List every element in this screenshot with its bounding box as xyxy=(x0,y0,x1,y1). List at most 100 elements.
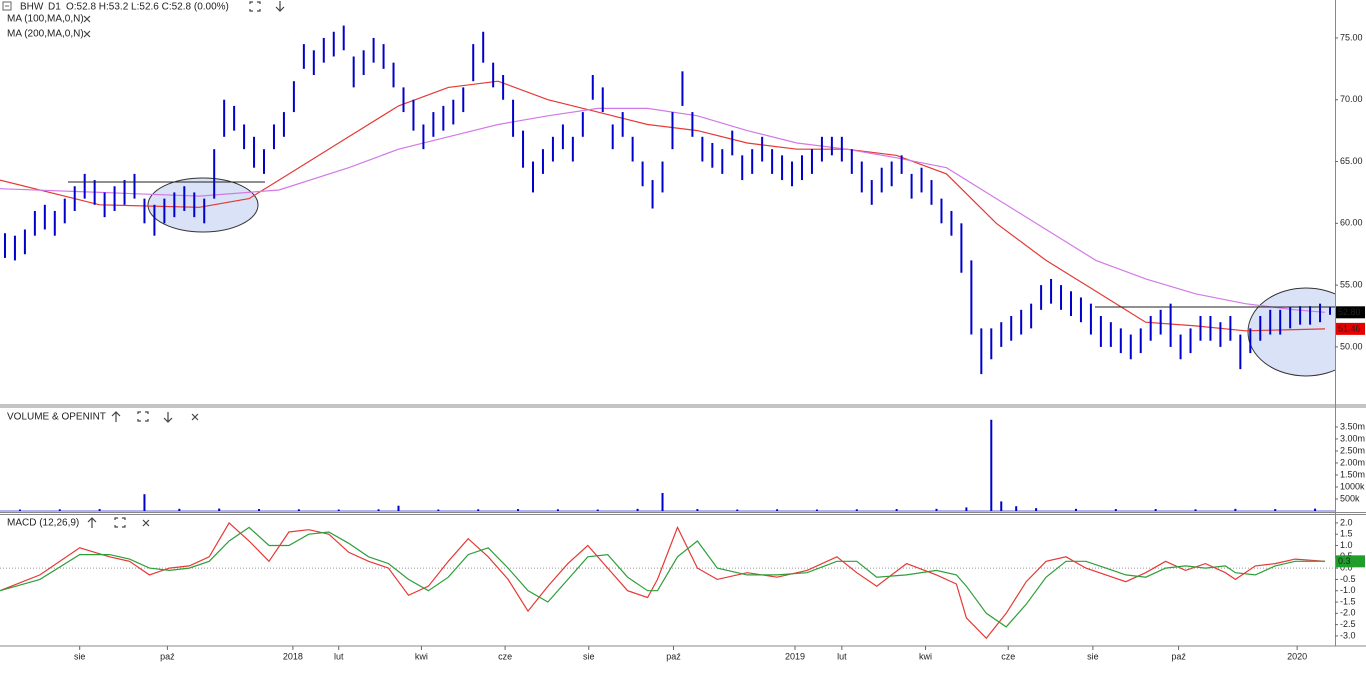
volume-bar xyxy=(1154,509,1157,511)
y-tick-label: 65.00 xyxy=(1340,156,1363,166)
highlight-ellipse xyxy=(147,177,259,233)
y-tick-label: -2.5 xyxy=(1340,619,1356,629)
volume-bar xyxy=(596,509,599,511)
y-tick-label: 60.00 xyxy=(1340,218,1363,228)
x-tick-label: lut xyxy=(837,651,847,661)
y-tick-label: 1.5 xyxy=(1340,529,1353,539)
volume-bar xyxy=(1015,506,1018,511)
close-icon[interactable] xyxy=(142,519,150,527)
down-icon[interactable] xyxy=(275,1,285,12)
x-tick-label: kwi xyxy=(415,651,428,661)
volume-bar xyxy=(556,509,559,511)
macd-line xyxy=(0,526,1325,628)
volume-bar xyxy=(965,507,968,511)
volume-bar xyxy=(58,509,61,511)
y-tick-label: 1000k xyxy=(1340,481,1365,491)
x-tick-label: paź xyxy=(666,651,681,661)
maximize-icon[interactable] xyxy=(137,411,149,422)
volume-bar xyxy=(517,509,520,511)
maximize-icon[interactable] xyxy=(249,1,261,12)
volume-bar xyxy=(397,505,400,511)
volume-bar xyxy=(1314,508,1317,511)
y-tick-label: -1.5 xyxy=(1340,596,1356,606)
x-tick-label: 2020 xyxy=(1287,651,1307,661)
volume-bar xyxy=(437,509,440,511)
x-tick-label: cze xyxy=(1001,651,1015,661)
down-icon[interactable] xyxy=(163,412,173,423)
timeframe: D1 xyxy=(48,2,61,13)
volume-bar xyxy=(1194,509,1197,511)
y-tick-label: 2.0 xyxy=(1340,517,1353,527)
volume-bar xyxy=(477,509,480,511)
x-tick-label: sie xyxy=(74,651,86,661)
volume-bar xyxy=(1114,509,1117,511)
volume-bar xyxy=(337,509,340,511)
volume-bar xyxy=(895,509,898,511)
close-icon[interactable] xyxy=(83,30,91,38)
volume-bar xyxy=(1074,508,1077,511)
y-tick-label: 0.0 xyxy=(1340,563,1353,573)
x-tick-label: sie xyxy=(583,651,595,661)
panel-title: MACD (12,26,9) xyxy=(7,518,79,529)
up-icon[interactable] xyxy=(111,411,121,422)
y-tick-label: 75.00 xyxy=(1340,32,1363,42)
y-tick-label: 500k xyxy=(1340,493,1360,503)
y-tick-label: 1.50m xyxy=(1340,469,1365,479)
maximize-icon[interactable] xyxy=(114,517,126,528)
legend-entry: MA (100,MA,0,N) xyxy=(7,14,84,25)
value-tag-label: 0.3 xyxy=(1338,556,1351,566)
macd-line xyxy=(0,521,1326,640)
close-icon[interactable] xyxy=(191,413,199,421)
y-tick-label: -1.0 xyxy=(1340,585,1356,595)
value-tag xyxy=(1336,555,1365,568)
volume-bar xyxy=(661,492,664,511)
y-tick-label: -3.0 xyxy=(1340,630,1356,640)
x-tick-label: cze xyxy=(498,651,512,661)
y-tick-label: 50.00 xyxy=(1340,341,1363,351)
volume-bar xyxy=(1000,501,1003,511)
y-tick-label: 2.50m xyxy=(1340,445,1365,455)
x-tick-label: paź xyxy=(1171,651,1186,661)
volume-bar xyxy=(815,509,818,511)
value-tag-label: 52.80 xyxy=(1338,307,1361,317)
value-tag xyxy=(1336,322,1365,335)
x-tick-label: 2019 xyxy=(785,651,805,661)
volume-bar xyxy=(696,509,699,511)
y-tick-label: -0.5 xyxy=(1340,574,1356,584)
moving-average xyxy=(0,107,1326,313)
up-icon[interactable] xyxy=(87,517,97,528)
volume-bar xyxy=(1035,508,1038,511)
symbol: BHW xyxy=(20,2,44,13)
y-tick-label: 3.00m xyxy=(1340,433,1365,443)
volume-bar xyxy=(935,508,938,511)
volume-bar xyxy=(776,509,779,511)
x-tick-label: lut xyxy=(334,651,344,661)
volume-bar xyxy=(990,419,993,511)
moving-average xyxy=(0,80,1326,332)
y-tick-label: 2.00m xyxy=(1340,457,1365,467)
volume-bar xyxy=(218,508,221,511)
value-tag-label: 51.46 xyxy=(1338,324,1361,334)
x-tick-label: paź xyxy=(160,651,175,661)
volume-bar xyxy=(1274,509,1277,511)
volume-bar xyxy=(855,509,858,511)
volume-bar xyxy=(258,509,261,511)
volume-bar xyxy=(1234,508,1237,511)
y-tick-label: 3.50m xyxy=(1340,421,1365,431)
legend-entry: MA (200,MA,0,N) xyxy=(7,29,84,40)
ohlc-readout: O:52.8 H:53.2 L:52.6 C:52.8 (0.00%) xyxy=(66,2,229,13)
x-tick-label: sie xyxy=(1087,651,1099,661)
volume-bar xyxy=(297,509,300,511)
panel-title: VOLUME & OPENINT xyxy=(7,412,106,423)
value-tag xyxy=(1336,306,1365,319)
volume-bar xyxy=(736,509,739,511)
x-tick-label: kwi xyxy=(919,651,932,661)
close-icon[interactable] xyxy=(83,15,91,23)
volume-bar xyxy=(143,494,146,511)
volume-bar xyxy=(98,509,101,511)
x-tick-label: 2018 xyxy=(283,651,303,661)
collapse-icon[interactable] xyxy=(2,1,12,11)
y-tick-label: 1.0 xyxy=(1340,540,1353,550)
